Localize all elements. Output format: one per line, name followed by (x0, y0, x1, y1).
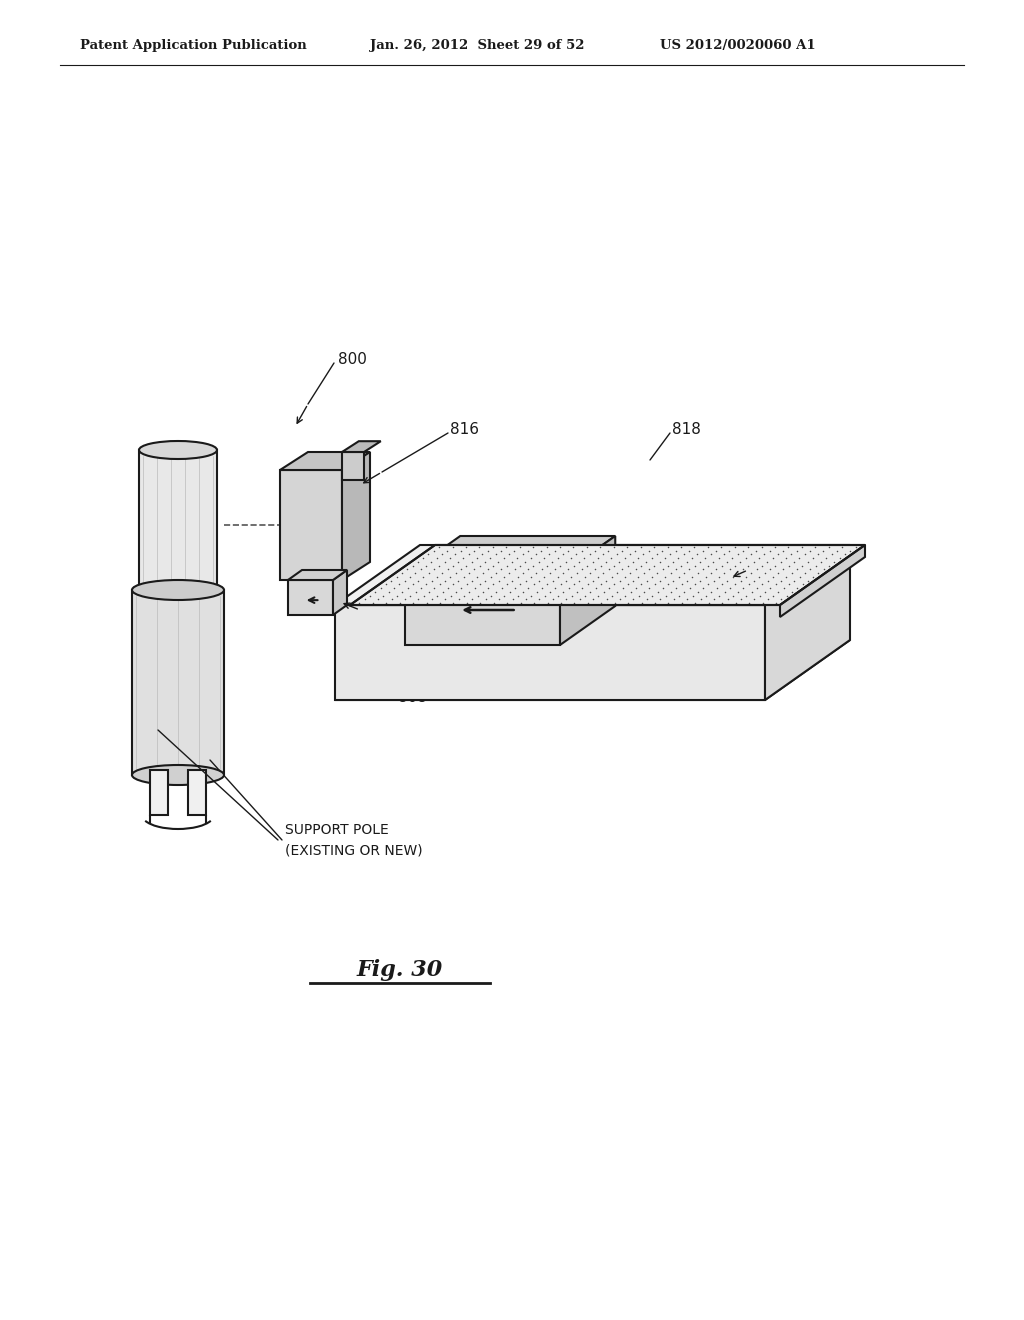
Text: 812: 812 (700, 618, 729, 632)
Polygon shape (280, 470, 342, 579)
Text: US 2012/0020060 A1: US 2012/0020060 A1 (660, 38, 816, 51)
Text: 802: 802 (768, 553, 797, 568)
Text: 816: 816 (450, 422, 479, 437)
Polygon shape (406, 536, 615, 576)
Polygon shape (132, 590, 224, 775)
Text: 814: 814 (600, 640, 629, 656)
Text: (EXISTING OR NEW): (EXISTING OR NEW) (285, 843, 423, 857)
Polygon shape (280, 451, 370, 470)
Polygon shape (335, 605, 765, 700)
Text: 818: 818 (672, 422, 700, 437)
Text: 800: 800 (338, 352, 367, 367)
Polygon shape (350, 545, 865, 605)
Polygon shape (342, 441, 381, 451)
Text: 804: 804 (720, 640, 749, 656)
Ellipse shape (132, 579, 224, 601)
Text: 810: 810 (383, 612, 412, 627)
Polygon shape (333, 570, 347, 615)
Ellipse shape (139, 441, 217, 459)
Text: Jan. 26, 2012  Sheet 29 of 52: Jan. 26, 2012 Sheet 29 of 52 (370, 38, 585, 51)
Ellipse shape (139, 581, 217, 599)
Text: 808: 808 (398, 690, 427, 705)
Polygon shape (780, 545, 865, 616)
Text: Fig. 30: Fig. 30 (357, 960, 443, 981)
Polygon shape (335, 545, 850, 605)
Polygon shape (288, 570, 347, 579)
Polygon shape (335, 640, 850, 700)
Polygon shape (288, 579, 333, 615)
Text: Patent Application Publication: Patent Application Publication (80, 38, 307, 51)
Polygon shape (150, 770, 168, 814)
Polygon shape (765, 545, 850, 700)
Polygon shape (406, 576, 560, 645)
Polygon shape (139, 450, 217, 590)
Polygon shape (188, 770, 206, 814)
Polygon shape (342, 451, 364, 480)
Polygon shape (342, 451, 370, 579)
Polygon shape (560, 536, 615, 645)
Text: SUPPORT POLE: SUPPORT POLE (285, 822, 389, 837)
Ellipse shape (132, 766, 224, 785)
